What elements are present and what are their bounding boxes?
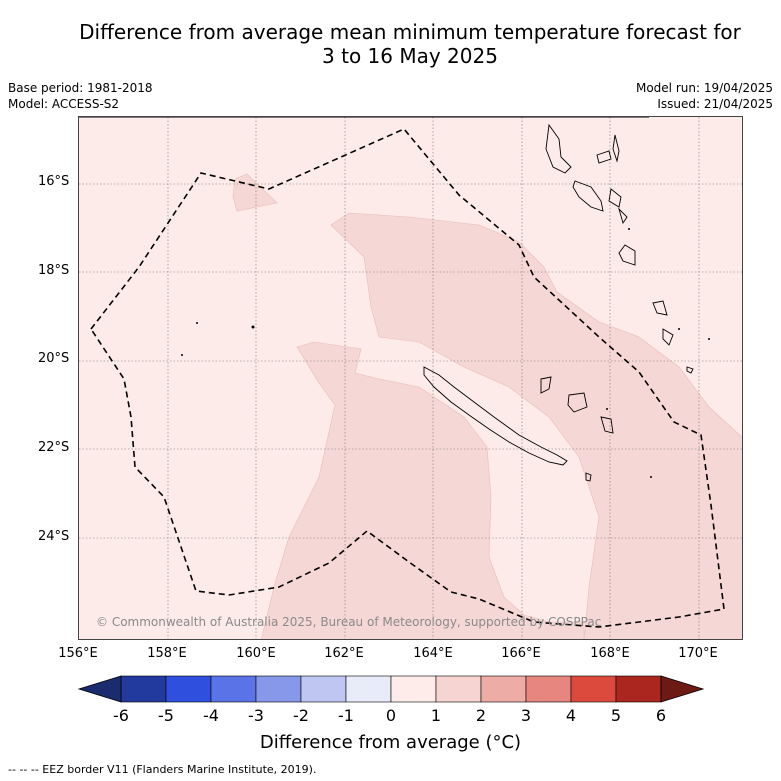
lon-label-160e: 160°E: [236, 646, 276, 661]
lat-label-18s: 18°S: [38, 263, 70, 278]
lat-label-24s: 24°S: [38, 529, 70, 544]
base-period: Base period: 1981-2018: [8, 81, 153, 95]
colorbar-cell: [615, 675, 662, 703]
colorbar-tick-label: -1: [338, 706, 354, 725]
model-run: Model run: 19/04/2025: [635, 81, 773, 95]
colorbar-cell: [210, 675, 257, 703]
issued-date: Issued: 21/04/2025: [657, 97, 773, 111]
colorbar-cell: [480, 675, 527, 703]
colorbar: [77, 675, 705, 703]
gridlines: [79, 117, 742, 639]
anomaly-band-1-2-west: [261, 341, 585, 639]
colorbar-cell: [390, 675, 437, 703]
map-panel: © Commonwealth of Australia 2025, Bureau…: [78, 116, 743, 640]
lat-label-16s: 16°S: [38, 174, 70, 189]
new-caledonia-coastline: [423, 366, 568, 466]
colorbar-high-extend: [660, 675, 705, 703]
colorbar-tick-label: -3: [248, 706, 264, 725]
colorbar-cell: [435, 675, 482, 703]
lon-label-162e: 162°E: [324, 646, 364, 661]
colorbar-cell: [165, 675, 212, 703]
colorbar-tick-label: 2: [475, 706, 487, 725]
anomaly-band-1-2-east: [330, 212, 742, 639]
colorbar-cell: [255, 675, 302, 703]
colorbar-cell: [345, 675, 392, 703]
eez-border: [90, 128, 725, 628]
chart-title-line-1: Difference from average mean minimum tem…: [79, 20, 741, 44]
colorbar-cell: [525, 675, 572, 703]
colorbar-cell: [300, 675, 347, 703]
lon-label-156e: 156°E: [58, 646, 98, 661]
vanuatu-coastline: [79, 117, 694, 374]
colorbar-tick-label: -2: [293, 706, 309, 725]
lon-label-168e: 168°E: [590, 646, 630, 661]
colorbar-tick-label: -5: [158, 706, 174, 725]
lat-label-20s: 20°S: [38, 351, 70, 366]
colorbar-label: Difference from average (°C): [259, 732, 522, 753]
chart-title-line-2: 3 to 16 May 2025: [322, 44, 498, 68]
colorbar-tick-label: 0: [385, 706, 397, 725]
colorbar-cell: [120, 675, 167, 703]
map-copyright: © Commonwealth of Australia 2025, Bureau…: [96, 615, 601, 629]
model-name: Model: ACCESS-S2: [8, 97, 120, 111]
colorbar-tick-label: 5: [610, 706, 622, 725]
colorbar-tick-label: 4: [565, 706, 577, 725]
lat-label-22s: 22°S: [38, 440, 70, 455]
colorbar-tick-label: 6: [655, 706, 667, 725]
lon-label-164e: 164°E: [413, 646, 453, 661]
colorbar-tick-label: -6: [113, 706, 129, 725]
eez-footnote: -- -- -- EEZ border V11 (Flanders Marine…: [8, 763, 317, 776]
colorbar-low-extend: [77, 675, 122, 703]
colorbar-tick-label: 1: [430, 706, 442, 725]
map-svg: © Commonwealth of Australia 2025, Bureau…: [79, 117, 742, 639]
colorbar-tick-label: -4: [203, 706, 219, 725]
lon-label-158e: 158°E: [147, 646, 187, 661]
loyalty-islands-coastline: [540, 376, 614, 482]
lon-label-166e: 166°E: [501, 646, 541, 661]
colorbar-tick-label: 3: [520, 706, 532, 725]
small-islands: [181, 228, 710, 478]
colorbar-cell: [570, 675, 617, 703]
lon-label-170e: 170°E: [678, 646, 718, 661]
